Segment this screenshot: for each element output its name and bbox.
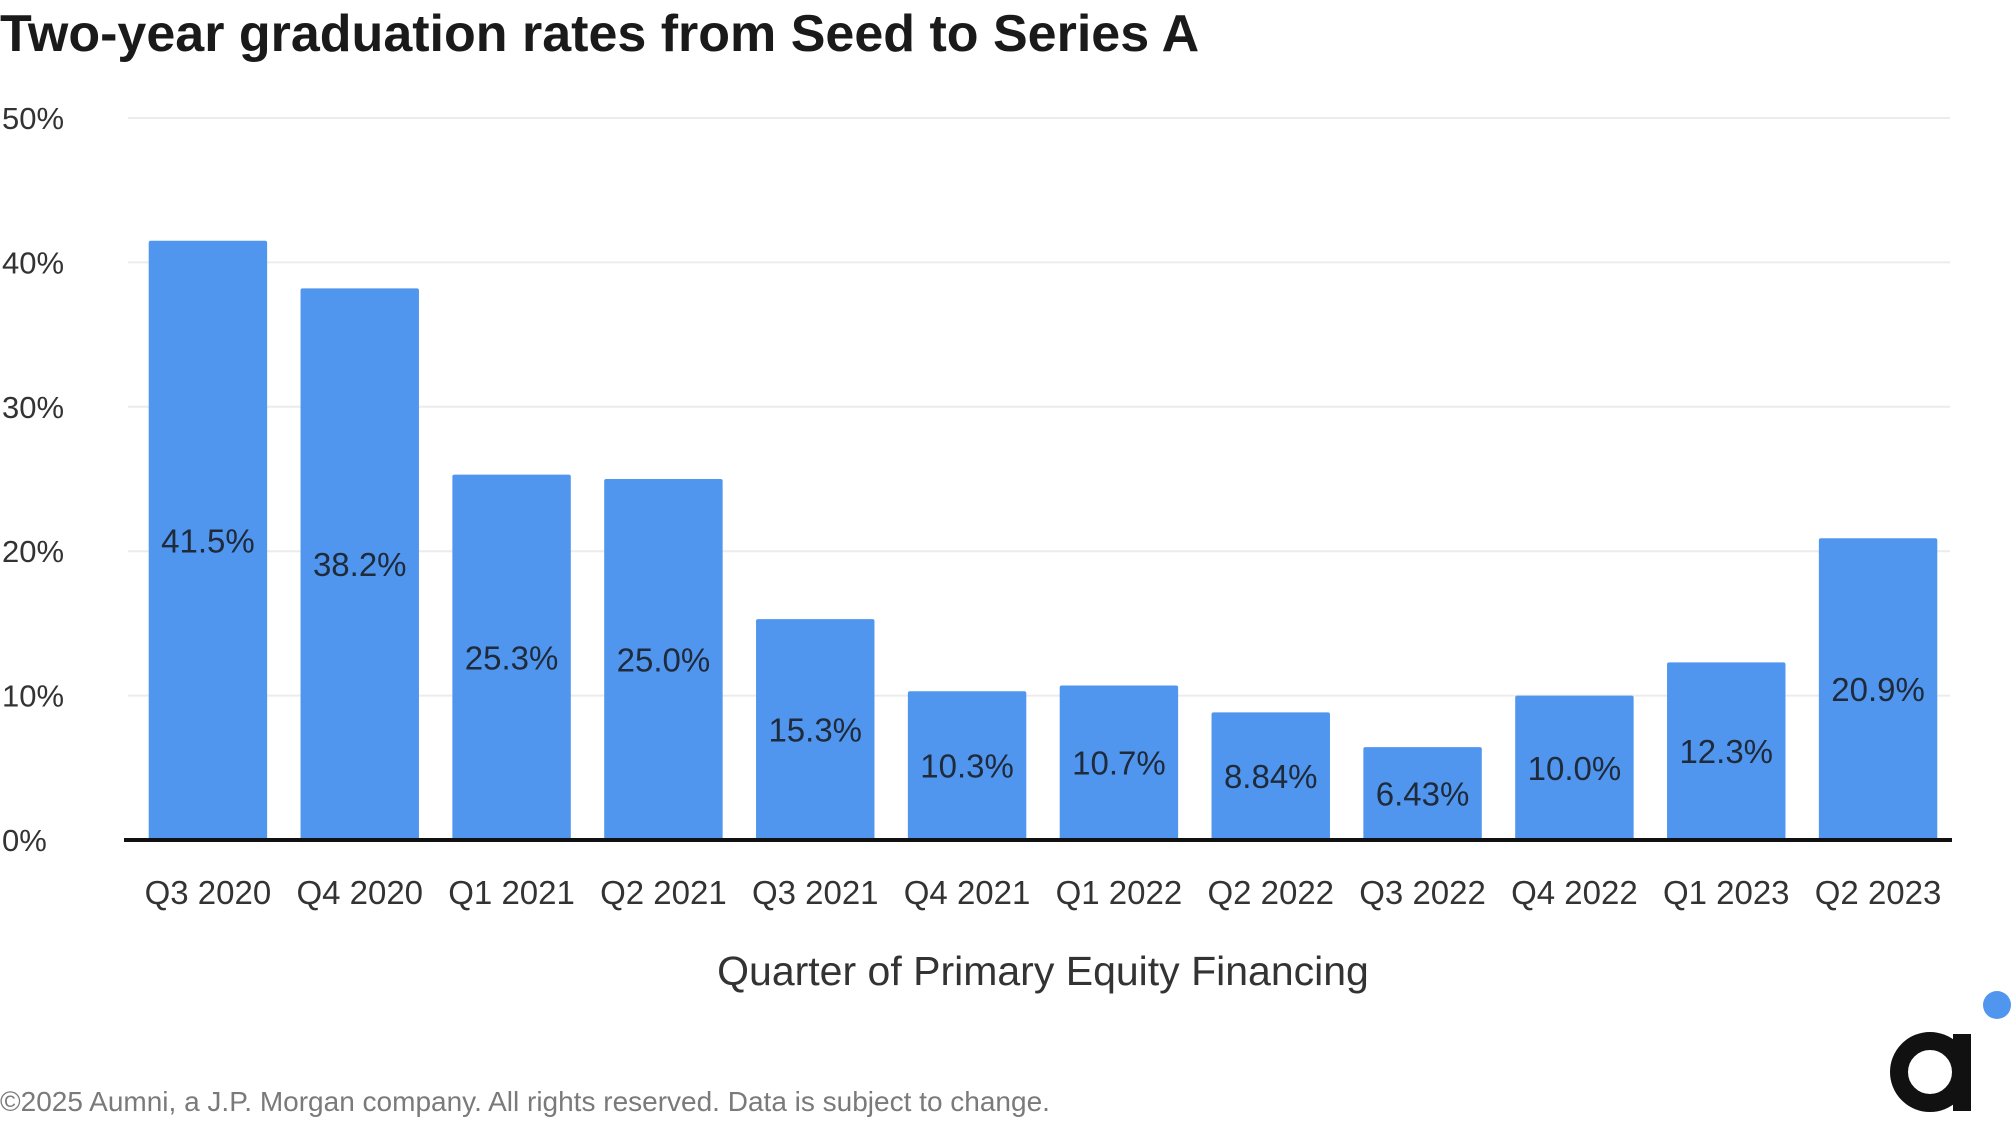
bars: [148, 240, 1938, 841]
data-label: 15.3%: [768, 712, 862, 749]
bar: [1211, 712, 1330, 840]
bar: [1059, 685, 1179, 840]
data-label: 20.9%: [1831, 671, 1925, 708]
bar: [756, 619, 875, 840]
data-labels: 41.5% 38.2% 25.3% 25.0% 15.3% 10.3% 10.7% 8.84%…: [161, 522, 1925, 812]
bar: [1818, 538, 1938, 840]
data-label: 41.5%: [161, 522, 255, 559]
x-tick-label: Q2 2023: [1815, 874, 1942, 911]
bar: [1515, 695, 1634, 840]
x-tick-label: Q4 2020: [296, 874, 423, 911]
data-label: 38.2%: [313, 546, 407, 583]
x-axis-ticks: Q3 2020 Q4 2020 Q1 2021 Q2 2021 Q3 2021 Q4 20…: [145, 874, 1942, 911]
x-tick-label: Q3 2020: [145, 874, 272, 911]
logo-dot: [1983, 991, 2011, 1019]
y-tick-label: 50%: [2, 101, 64, 136]
aumni-logo-icon: [1890, 991, 2011, 1112]
y-axis-ticks: 0% 10% 20% 30% 40% 50%: [2, 101, 64, 858]
bar: [604, 479, 723, 840]
logo-bowl: [1890, 1032, 1970, 1112]
data-label: 25.0%: [617, 642, 711, 679]
data-label: 8.84%: [1224, 758, 1318, 795]
bar: [300, 288, 419, 841]
chart-title: Two-year graduation rates from Seed to S…: [0, 5, 1200, 63]
x-tick-label: Q4 2022: [1511, 874, 1638, 911]
y-tick-label: 30%: [2, 390, 64, 425]
data-label: 25.3%: [465, 639, 559, 676]
x-tick-label: Q1 2021: [448, 874, 575, 911]
y-tick-label: 10%: [2, 679, 64, 714]
logo-stem: [1953, 1034, 1971, 1111]
x-axis-title: Quarter of Primary Equity Financing: [717, 948, 1369, 994]
y-tick-label: 20%: [2, 534, 64, 569]
x-tick-label: Q3 2022: [1359, 874, 1486, 911]
bar: [1363, 747, 1482, 840]
bar: [148, 240, 268, 841]
data-label: 12.3%: [1679, 733, 1773, 770]
bar: [1667, 662, 1786, 840]
bar: [452, 474, 571, 840]
grid-lines: [128, 117, 1950, 697]
data-label: 10.7%: [1072, 745, 1166, 782]
x-tick-label: Q2 2021: [600, 874, 727, 911]
data-label: 6.43%: [1376, 776, 1470, 813]
x-tick-label: Q1 2023: [1663, 874, 1790, 911]
x-tick-label: Q3 2021: [752, 874, 879, 911]
x-tick-label: Q2 2022: [1207, 874, 1334, 911]
data-label: 10.0%: [1528, 750, 1622, 787]
y-tick-label: 40%: [2, 245, 64, 280]
x-tick-label: Q4 2021: [904, 874, 1031, 911]
data-label: 10.3%: [920, 748, 1014, 785]
bar: [907, 691, 1027, 840]
copyright-footer: ©2025 Aumni, a J.P. Morgan company. All …: [0, 1086, 1050, 1117]
y-tick-label: 0%: [2, 823, 47, 858]
x-tick-label: Q1 2022: [1056, 874, 1183, 911]
